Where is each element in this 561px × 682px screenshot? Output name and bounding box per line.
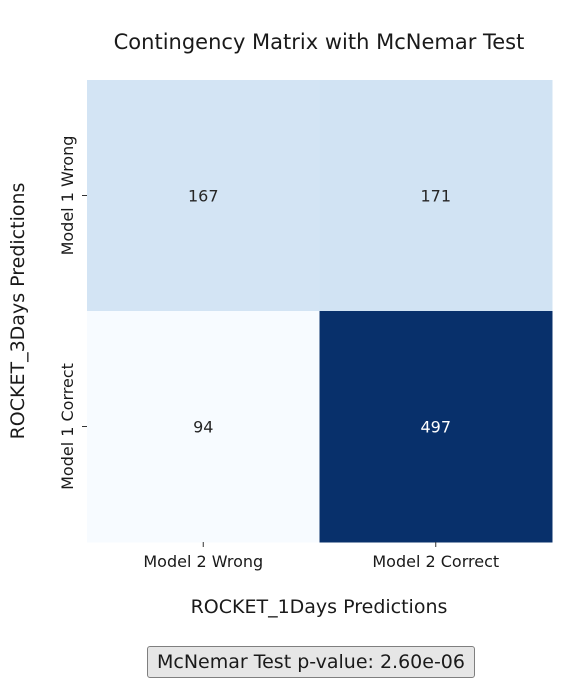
x-tick-label: Model 2 Wrong [143, 552, 263, 571]
y-tick-label: Model 1 Wrong [58, 136, 77, 256]
chart-title: Contingency Matrix with McNemar Test [114, 30, 525, 54]
y-tick-label: Model 1 Correct [58, 363, 77, 490]
cell-value-label: 94 [193, 418, 213, 437]
heatmap-cell [319, 80, 553, 312]
x-tick-label: Model 2 Correct [372, 552, 499, 571]
heatmap-cell [87, 311, 320, 543]
cell-value-label: 167 [188, 187, 219, 206]
y-axis-label: ROCKET_3Days Predictions [7, 183, 29, 440]
cell-value-label: 497 [420, 418, 451, 437]
cell-value-label: 171 [420, 187, 451, 206]
mcnemar-pvalue-box: McNemar Test p-value: 2.60e-06 [147, 646, 475, 678]
heatmap-cell [319, 311, 553, 543]
x-axis-label: ROCKET_1Days Predictions [191, 596, 448, 618]
heatmap-cell [87, 80, 320, 312]
